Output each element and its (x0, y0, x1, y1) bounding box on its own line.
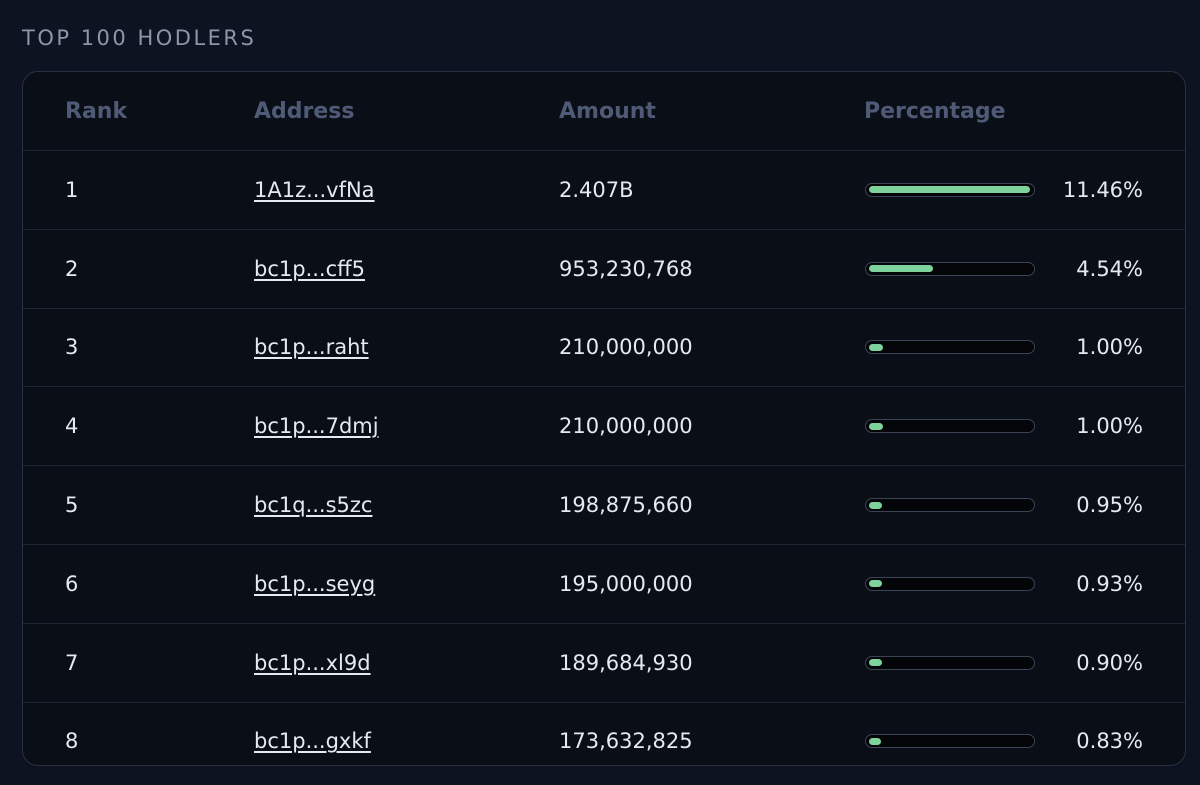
table-row: 5 bc1q...s5zc 198,875,660 0.95% (23, 466, 1185, 545)
percentage-bar-fill (869, 580, 882, 588)
amount-cell: 173,632,825 (559, 729, 693, 754)
address-cell: bc1p...cff5 (254, 230, 365, 308)
percentage-bar (865, 498, 1035, 513)
address-cell: bc1p...raht (254, 309, 369, 387)
amount-cell: 210,000,000 (559, 335, 693, 360)
percentage-bar (865, 261, 1035, 276)
percentage-bar (865, 655, 1035, 670)
amount-cell: 198,875,660 (559, 493, 693, 518)
percentage-bar-fill (869, 186, 1030, 194)
amount-cell: 189,684,930 (559, 650, 693, 675)
rank-cell: 7 (65, 650, 79, 675)
address-link[interactable]: bc1p...raht (254, 335, 369, 360)
percentage-bar-fill (869, 659, 882, 667)
table-row: 8 bc1p...gxkf 173,632,825 0.83% (23, 703, 1185, 765)
percentage-value: 0.83% (1076, 729, 1143, 754)
table-row: 2 bc1p...cff5 953,230,768 4.54% (23, 230, 1185, 309)
section-title: TOP 100 HODLERS (22, 26, 257, 50)
percentage-bar-fill (869, 343, 883, 351)
address-cell: bc1p...xl9d (254, 624, 371, 702)
percentage-bar (865, 576, 1035, 591)
rank-cell: 8 (65, 729, 79, 754)
percentage-value: 4.54% (1076, 256, 1143, 281)
address-link[interactable]: bc1p...cff5 (254, 256, 365, 281)
rank-cell: 5 (65, 493, 79, 518)
address-cell: 1A1z...vfNa (254, 151, 375, 229)
amount-cell: 953,230,768 (559, 256, 693, 281)
percentage-value: 1.00% (1076, 414, 1143, 439)
percentage-bar (865, 734, 1035, 749)
percentage-value: 11.46% (1062, 177, 1143, 202)
amount-cell: 195,000,000 (559, 571, 693, 596)
rank-cell: 6 (65, 571, 79, 596)
table-row: 4 bc1p...7dmj 210,000,000 1.00% (23, 387, 1185, 467)
percentage-bar-fill (869, 265, 933, 273)
address-cell: bc1p...7dmj (254, 387, 379, 465)
address-link[interactable]: bc1p...gxkf (254, 729, 371, 754)
percentage-value: 0.95% (1076, 493, 1143, 518)
amount-cell: 210,000,000 (559, 414, 693, 439)
address-link[interactable]: bc1p...7dmj (254, 414, 379, 439)
percentage-value: 1.00% (1076, 335, 1143, 360)
rank-cell: 2 (65, 256, 79, 281)
percentage-bar (865, 182, 1035, 197)
address-cell: bc1p...seyg (254, 545, 375, 623)
percentage-bar (865, 419, 1035, 434)
table-row: 6 bc1p...seyg 195,000,000 0.93% (23, 545, 1185, 624)
address-link[interactable]: 1A1z...vfNa (254, 177, 375, 202)
address-link[interactable]: bc1p...xl9d (254, 650, 371, 675)
rank-cell: 1 (65, 177, 79, 202)
address-cell: bc1q...s5zc (254, 466, 372, 544)
percentage-value: 0.90% (1076, 650, 1143, 675)
header-address: Address (254, 98, 355, 124)
rank-cell: 3 (65, 335, 79, 360)
header-percentage: Percentage (864, 98, 1006, 124)
percentage-bar-fill (869, 501, 882, 509)
amount-cell: 2.407B (559, 177, 634, 202)
table-row: 1 1A1z...vfNa 2.407B 11.46% (23, 151, 1185, 230)
table-header: Rank Address Amount Percentage (23, 72, 1185, 151)
percentage-bar-fill (869, 422, 883, 430)
address-cell: bc1p...gxkf (254, 703, 371, 765)
holders-table: Rank Address Amount Percentage 1 1A1z...v… (22, 71, 1186, 766)
rank-cell: 4 (65, 414, 79, 439)
table-row: 7 bc1p...xl9d 189,684,930 0.90% (23, 624, 1185, 703)
percentage-bar (865, 340, 1035, 355)
address-link[interactable]: bc1q...s5zc (254, 493, 373, 518)
header-rank: Rank (65, 98, 128, 124)
percentage-value: 0.93% (1076, 571, 1143, 596)
header-amount: Amount (559, 98, 656, 124)
address-link[interactable]: bc1p...seyg (254, 571, 376, 596)
table-row: 3 bc1p...raht 210,000,000 1.00% (23, 309, 1185, 388)
percentage-bar-fill (869, 737, 881, 745)
